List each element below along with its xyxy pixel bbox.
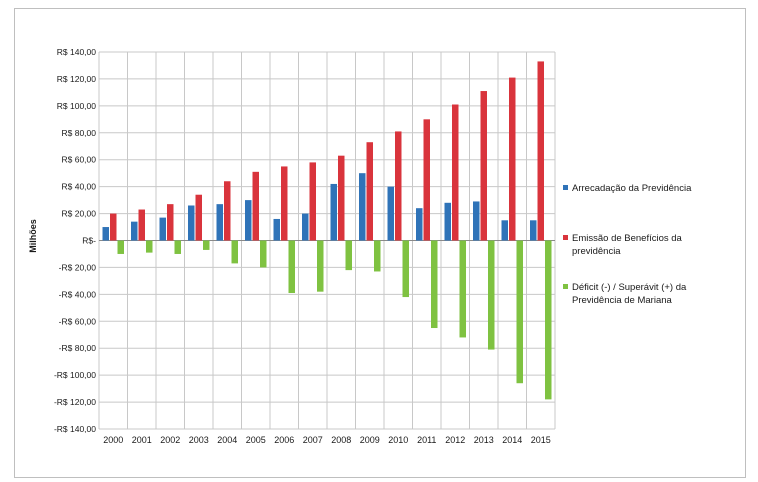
bar-series2-2001 <box>138 209 145 241</box>
bar-series1-2009 <box>359 173 366 241</box>
y-tick-label: R$ 80,00 <box>62 128 97 138</box>
bar-series3-2015 <box>545 240 552 400</box>
bar-series2-2009 <box>366 142 373 241</box>
bar-series2-2004 <box>224 181 231 241</box>
bar-series1-2010 <box>387 186 394 241</box>
bar-series1-2004 <box>216 204 223 241</box>
x-tick-label: 2005 <box>246 435 266 445</box>
bar-series1-2015 <box>530 220 537 241</box>
x-tick-label: 2007 <box>303 435 323 445</box>
bar-series3-2013 <box>488 240 495 350</box>
legend-label-series1: Arrecadação da Previdência <box>572 183 692 194</box>
x-tick-label: 2001 <box>132 435 152 445</box>
bar-series2-2010 <box>395 131 402 241</box>
y-tick-label: -R$ 120,00 <box>54 397 96 407</box>
legend-swatch-series1 <box>563 185 568 190</box>
bar-series2-2013 <box>480 91 487 241</box>
bar-series2-2006 <box>281 166 288 241</box>
y-tick-label: -R$ 140,00 <box>54 424 96 434</box>
x-tick-label: 2014 <box>502 435 522 445</box>
bar-series2-2000 <box>110 213 117 241</box>
legend-label-series2: Emissão de Benefícios da previdência <box>572 233 683 257</box>
bar-series3-2010 <box>402 240 409 298</box>
bar-series3-2009 <box>374 240 381 272</box>
y-tick-label: -R$ 80,00 <box>59 343 97 353</box>
bar-series1-2014 <box>501 220 508 241</box>
bar-series3-2003 <box>203 240 210 250</box>
x-tick-label: 2010 <box>388 435 408 445</box>
x-tick-label: 2006 <box>274 435 294 445</box>
bar-series3-2004 <box>231 240 238 264</box>
x-tick-label: 2013 <box>474 435 494 445</box>
bar-series3-2012 <box>459 240 466 338</box>
y-tick-label: R$ 20,00 <box>62 209 97 219</box>
y-axis-label: Milhões <box>28 219 38 253</box>
bar-series1-2012 <box>444 202 451 241</box>
bar-series3-2002 <box>174 240 181 254</box>
y-tick-label: -R$ 60,00 <box>59 316 97 326</box>
bar-series2-2003 <box>195 194 202 241</box>
chart: R$ 140,00 R$ 120,00 R$ 100,00 R$ 80,00 R$ 60… <box>28 47 692 445</box>
y-tick-label: -R$ 100,00 <box>54 370 96 380</box>
bar-series2-2005 <box>252 171 259 241</box>
bar-series3-2005 <box>260 240 267 268</box>
x-tick-label: 2009 <box>360 435 380 445</box>
x-tick-label: 2004 <box>217 435 237 445</box>
bar-series1-2002 <box>159 217 166 241</box>
bar-series2-2002 <box>167 204 174 241</box>
bar-series1-2007 <box>302 213 309 241</box>
y-tick-label: -R$ 40,00 <box>59 289 97 299</box>
bar-series2-2008 <box>338 155 345 241</box>
bar-series1-2006 <box>273 218 280 241</box>
bar-series3-2008 <box>345 240 352 271</box>
bar-series2-2012 <box>452 104 459 241</box>
bar-series1-2000 <box>102 227 109 241</box>
bar-series3-2007 <box>317 240 324 292</box>
bar-series3-2014 <box>516 240 523 384</box>
legend-swatch-series2 <box>563 235 568 240</box>
y-tick-label: R$ 40,00 <box>62 182 97 192</box>
bar-series3-2011 <box>431 240 438 329</box>
bar-series3-2006 <box>288 240 295 294</box>
x-axis-ticks: 2000 2001 2002 2003 2004 2005 2006 2007 2008 2009… <box>103 435 551 445</box>
bar-series2-2007 <box>309 162 316 241</box>
x-tick-label: 2011 <box>417 435 436 445</box>
x-tick-label: 2003 <box>189 435 209 445</box>
x-tick-label: 2008 <box>331 435 351 445</box>
bar-series1-2008 <box>330 183 337 241</box>
y-tick-label: R$ 100,00 <box>57 101 96 111</box>
chart-frame: R$ 140,00 R$ 120,00 R$ 100,00 R$ 80,00 R$ 60… <box>14 8 746 478</box>
y-tick-label: R$ 140,00 <box>57 47 96 57</box>
legend: Arrecadação da Previdência Emissão de Ben… <box>563 183 692 306</box>
y-tick-label: R$ 120,00 <box>57 74 96 84</box>
bar-series3-2000 <box>117 240 124 254</box>
y-axis-ticks: R$ 140,00 R$ 120,00 R$ 100,00 R$ 80,00 R$ 60… <box>54 47 96 434</box>
y-tick-label: R$- <box>82 236 96 246</box>
bar-series2-2015 <box>537 61 544 241</box>
legend-label-series3: Déficit (-) / Superávit (+) da Previdênci… <box>572 282 687 306</box>
bar-series1-2003 <box>188 205 195 241</box>
x-tick-label: 2015 <box>531 435 551 445</box>
y-tick-label: R$ 60,00 <box>62 155 97 165</box>
x-tick-label: 2002 <box>160 435 180 445</box>
legend-swatch-series3 <box>563 284 568 289</box>
bar-series1-2011 <box>416 208 423 241</box>
y-tick-label: -R$ 20,00 <box>59 262 97 272</box>
bar-series1-2001 <box>131 221 138 241</box>
bar-series1-2013 <box>473 201 480 241</box>
bar-series1-2005 <box>245 200 252 241</box>
gridlines <box>98 51 556 430</box>
bar-series3-2001 <box>146 240 153 253</box>
x-tick-label: 2012 <box>445 435 465 445</box>
bar-series2-2014 <box>509 77 516 241</box>
bar-series2-2011 <box>423 119 430 241</box>
x-tick-label: 2000 <box>103 435 123 445</box>
bars <box>102 61 552 400</box>
